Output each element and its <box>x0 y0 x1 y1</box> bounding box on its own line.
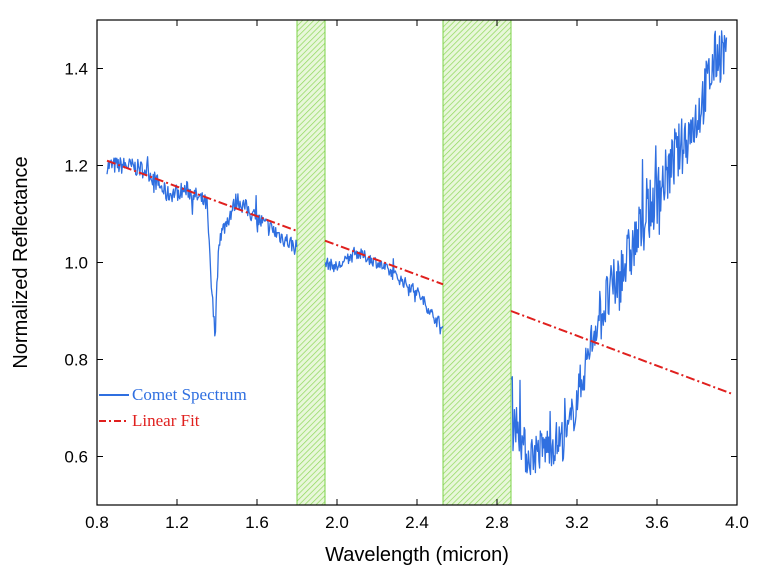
y-axis-title: Normalized Reflectance <box>10 156 32 368</box>
legend: Comet Spectrum Linear Fit <box>99 385 247 430</box>
y-tick-label: 0.8 <box>64 351 88 370</box>
plot-frame <box>96 19 738 506</box>
y-tick-label: 1.4 <box>64 60 88 79</box>
y-tick-label: 0.6 <box>64 448 88 467</box>
y-tick-label: 1.0 <box>64 254 88 273</box>
legend-label-linear-fit: Linear Fit <box>132 411 200 430</box>
shaded-regions <box>296 19 512 506</box>
x-axis-title: Wavelength (micron) <box>325 544 509 566</box>
axis-ticks: 0.8 1.2 1.6 2.0 2.4 2.8 3.2 3.6 4.0 0.6 0.8 1.0 1.2 1… <box>64 20 749 532</box>
shaded-region-2 <box>442 19 512 506</box>
x-tick-label: 1.6 <box>245 513 269 532</box>
x-tick-label: 2.8 <box>485 513 509 532</box>
x-tick-label: 2.4 <box>405 513 429 532</box>
series-layer <box>106 30 732 476</box>
x-tick-label: 1.2 <box>165 513 189 532</box>
x-tick-label: 2.0 <box>325 513 349 532</box>
y-tick-label: 1.2 <box>64 157 88 176</box>
series-linear-fit-segment-3 <box>510 310 732 395</box>
x-tick-label: 3.2 <box>565 513 589 532</box>
shaded-region-1 <box>296 19 326 506</box>
x-tick-label: 0.8 <box>85 513 109 532</box>
series-comet-spectrum <box>106 30 728 476</box>
series-linear-fit-segment-2 <box>324 239 444 286</box>
x-tick-label: 4.0 <box>725 513 749 532</box>
x-tick-label: 3.6 <box>645 513 669 532</box>
legend-label-comet-spectrum: Comet Spectrum <box>132 385 247 404</box>
